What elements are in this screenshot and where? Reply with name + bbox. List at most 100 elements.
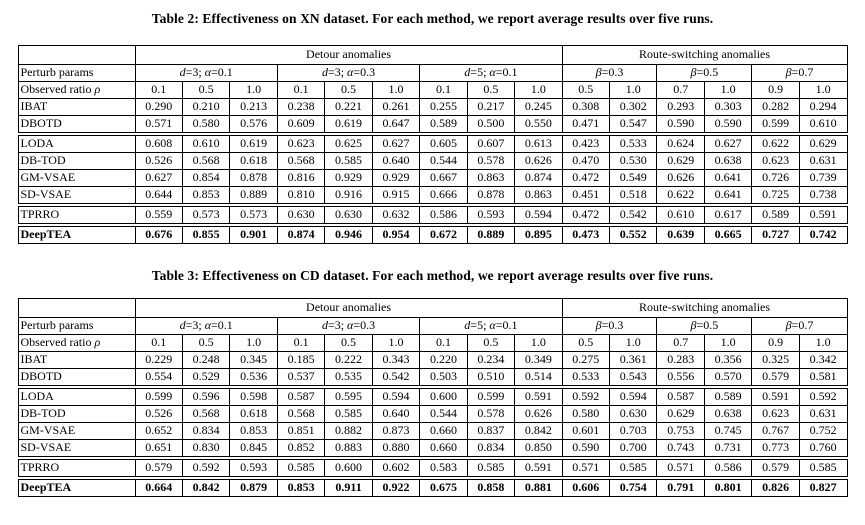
value-cell: 0.550: [514, 115, 563, 133]
value-cell: 0.742: [798, 226, 848, 244]
value-cell: 0.629: [656, 405, 705, 423]
value-cell: 0.573: [181, 206, 231, 224]
value-cell: 0.623: [276, 135, 326, 153]
perturb-group-cell: β=0.3: [561, 64, 658, 82]
value-cell: 0.599: [466, 388, 516, 406]
value-cell: 0.619: [229, 135, 278, 153]
value-cell: 0.855: [181, 226, 231, 244]
observed-ratio-row: Observed ratio ρ 0.1 0.5 1.0 0.1 0.5 1.0 0.1 0.5…: [17, 334, 848, 352]
value-cell: 0.568: [181, 152, 231, 170]
value-cell: 0.827: [798, 479, 848, 497]
observed-ratio-row: Observed ratio ρ 0.1 0.5 1.0 0.1 0.5 1.0 0.1 0.5…: [17, 81, 848, 99]
value-cell: 0.660: [419, 422, 468, 440]
value-cell: 0.594: [371, 388, 421, 406]
method-label: SD-VSAE: [17, 186, 136, 204]
value-cell: 0.922: [371, 479, 421, 497]
value-cell: 0.356: [703, 351, 753, 369]
value-cell: 0.629: [798, 135, 848, 153]
value-cell: 0.589: [419, 115, 468, 133]
ratio-cell: 0.9: [751, 334, 800, 352]
value-cell: 0.185: [276, 351, 326, 369]
value-cell: 0.638: [703, 405, 753, 423]
value-cell: 0.547: [609, 115, 658, 133]
value-cell: 0.745: [703, 422, 753, 440]
value-cell: 0.220: [419, 351, 468, 369]
value-cell: 0.599: [134, 388, 183, 406]
value-cell: 0.929: [324, 169, 373, 187]
value-cell: 0.830: [181, 439, 231, 457]
value-cell: 0.217: [466, 98, 516, 116]
value-cell: 0.605: [419, 135, 468, 153]
value-cell: 0.576: [229, 115, 278, 133]
value-cell: 0.543: [609, 368, 658, 386]
value-cell: 0.739: [798, 169, 848, 187]
value-cell: 0.752: [798, 422, 848, 440]
table-row: DeepTEA 0.676 0.855 0.901 0.874 0.946 0.954 0.6…: [17, 226, 848, 244]
value-cell: 0.743: [656, 439, 705, 457]
value-cell: 0.293: [656, 98, 705, 116]
value-cell: 0.590: [656, 115, 705, 133]
value-cell: 0.660: [419, 439, 468, 457]
value-cell: 0.641: [703, 169, 753, 187]
ratio-cell: 1.0: [514, 334, 563, 352]
value-cell: 0.837: [466, 422, 516, 440]
value-cell: 0.879: [229, 479, 278, 497]
perturb-params-label: Perturb params: [17, 64, 136, 82]
value-cell: 0.361: [609, 351, 658, 369]
value-cell: 0.665: [703, 226, 753, 244]
ratio-cell: 0.5: [181, 334, 231, 352]
value-cell: 0.571: [134, 115, 183, 133]
value-cell: 0.290: [134, 98, 183, 116]
value-cell: 0.626: [656, 169, 705, 187]
value-cell: 0.585: [798, 459, 848, 477]
value-cell: 0.472: [561, 169, 611, 187]
corner-cell: [17, 45, 136, 65]
value-cell: 0.583: [419, 459, 468, 477]
value-cell: 0.773: [751, 439, 800, 457]
ratio-cell: 0.5: [324, 81, 373, 99]
table-row: TPRRO 0.579 0.592 0.593 0.585 0.600 0.602 0.583…: [17, 459, 848, 477]
value-cell: 0.632: [371, 206, 421, 224]
value-cell: 0.842: [181, 479, 231, 497]
value-cell: 0.863: [466, 169, 516, 187]
value-cell: 0.533: [561, 368, 611, 386]
ratio-cell: 1.0: [798, 81, 848, 99]
value-cell: 0.587: [276, 388, 326, 406]
value-cell: 0.580: [181, 115, 231, 133]
value-cell: 0.631: [798, 405, 848, 423]
value-cell: 0.889: [229, 186, 278, 204]
value-cell: 0.791: [656, 479, 705, 497]
ratio-cell: 1.0: [371, 81, 421, 99]
ratio-cell: 0.1: [419, 334, 468, 352]
perturb-params-row: Perturb params d=3; α=0.1 d=3; α=0.3 d=5; α…: [17, 64, 848, 82]
value-cell: 0.675: [419, 479, 468, 497]
table-row: SD-VSAE 0.651 0.830 0.845 0.852 0.883 0.880 0.6…: [17, 439, 848, 457]
perturb-params-row: Perturb params d=3; α=0.1 d=3; α=0.3 d=5; α…: [17, 317, 848, 335]
value-cell: 0.526: [134, 405, 183, 423]
value-cell: 0.210: [181, 98, 231, 116]
value-cell: 0.725: [751, 186, 800, 204]
method-label: LODA: [17, 388, 136, 406]
value-cell: 0.592: [181, 459, 231, 477]
value-cell: 0.915: [371, 186, 421, 204]
value-cell: 0.619: [324, 115, 373, 133]
value-cell: 0.617: [703, 206, 753, 224]
value-cell: 0.594: [514, 206, 563, 224]
method-label: IBAT: [17, 98, 136, 116]
perturb-group-cell: β=0.7: [751, 64, 848, 82]
anomaly-type-row: Detour anomalies Route-switching anomalie…: [17, 45, 848, 65]
value-cell: 0.471: [561, 115, 611, 133]
value-cell: 0.308: [561, 98, 611, 116]
value-cell: 0.622: [751, 135, 800, 153]
value-cell: 0.623: [751, 405, 800, 423]
value-cell: 0.626: [514, 405, 563, 423]
value-cell: 0.587: [656, 388, 705, 406]
value-cell: 0.651: [134, 439, 183, 457]
value-cell: 0.585: [324, 152, 373, 170]
value-cell: 0.222: [324, 351, 373, 369]
value-cell: 0.596: [181, 388, 231, 406]
table-row: GM-VSAE 0.627 0.854 0.878 0.816 0.929 0.929 0.6…: [17, 169, 848, 187]
table-row: DB-TOD 0.526 0.568 0.618 0.568 0.585 0.640 0.54…: [17, 152, 848, 170]
value-cell: 0.261: [371, 98, 421, 116]
ratio-cell: 1.0: [703, 81, 753, 99]
